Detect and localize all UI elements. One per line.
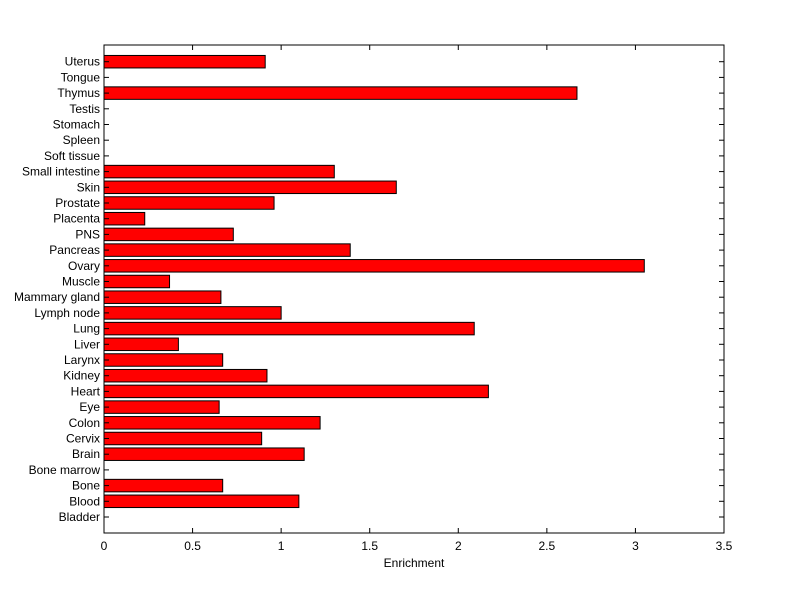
bar-pancreas xyxy=(103,243,351,257)
x-tick-label: 0 xyxy=(101,539,108,553)
y-tick-label: Spleen xyxy=(63,133,100,147)
plot-frame xyxy=(103,44,725,534)
bar-lung xyxy=(103,321,475,336)
y-tick-label: Prostate xyxy=(55,196,100,210)
bar-brain xyxy=(103,447,305,461)
y-tick-label: Bladder xyxy=(59,510,100,524)
bar-cervix xyxy=(103,431,263,446)
bar-lymph-node xyxy=(103,306,282,320)
bar-liver xyxy=(103,337,179,352)
y-tick-label: Small intestine xyxy=(22,165,100,179)
bar-pns xyxy=(103,227,234,242)
bar-eye xyxy=(103,400,220,414)
y-tick-label: Heart xyxy=(71,384,101,398)
y-tick-label: Ovary xyxy=(68,259,100,273)
x-axis-label: Enrichment xyxy=(384,556,445,570)
y-tick-label: Uterus xyxy=(65,55,100,69)
bar-placenta xyxy=(103,211,146,226)
y-tick-label: Soft tissue xyxy=(44,149,100,163)
y-tick-label: Bone marrow xyxy=(29,463,101,477)
y-tick-label: Lymph node xyxy=(34,306,100,320)
x-tick-label: 1 xyxy=(278,539,285,553)
y-tick-label: Thymus xyxy=(57,86,100,100)
y-tick-label: Cervix xyxy=(66,432,100,446)
y-tick-label: Blood xyxy=(69,494,100,508)
x-tick-label: 2 xyxy=(455,539,462,553)
y-tick-label: Liver xyxy=(74,337,100,351)
y-tick-label: Lung xyxy=(73,322,100,336)
y-tick-label: Brain xyxy=(72,447,100,461)
bar-bone xyxy=(103,478,224,493)
y-tick-label: PNS xyxy=(75,227,100,241)
y-tick-label: Eye xyxy=(79,400,100,414)
y-tick-label: Mammary gland xyxy=(14,290,100,304)
y-tick-label: Muscle xyxy=(62,275,100,289)
bar-ovary xyxy=(103,259,645,273)
bar-colon xyxy=(103,416,321,430)
x-ticks-group: 0 0.5 1 1.5 2 2.5 3 3.5 xyxy=(101,45,733,553)
bar-thymus xyxy=(103,86,578,100)
bar-small-intestine xyxy=(103,164,335,179)
bar-larynx xyxy=(103,353,224,367)
bar-heart xyxy=(103,384,489,399)
bar-uterus xyxy=(103,54,266,69)
x-tick-label: 2.5 xyxy=(539,539,556,553)
bar-blood xyxy=(103,494,300,509)
bar-muscle xyxy=(103,274,171,289)
y-tick-label: Tongue xyxy=(61,70,101,84)
y-tick-label: Testis xyxy=(69,102,100,116)
y-tick-label: Pancreas xyxy=(49,243,100,257)
y-tick-label: Bone xyxy=(72,479,100,493)
bar-skin xyxy=(103,180,397,195)
y-tick-label: Placenta xyxy=(53,212,100,226)
y-tick-label: Kidney xyxy=(63,369,100,383)
x-tick-label: 1.5 xyxy=(361,539,378,553)
y-tick-label: Colon xyxy=(69,416,100,430)
bar-kidney xyxy=(103,368,268,383)
y-tick-label: Stomach xyxy=(53,118,100,132)
x-tick-label: 3.5 xyxy=(716,539,733,553)
x-tick-label: 0.5 xyxy=(184,539,201,553)
y-tick-label: Skin xyxy=(77,180,100,194)
bar-mammary-gland xyxy=(103,290,222,304)
x-tick-label: 3 xyxy=(632,539,639,553)
y-tick-label: Larynx xyxy=(64,353,100,367)
bar-prostate xyxy=(103,196,275,210)
